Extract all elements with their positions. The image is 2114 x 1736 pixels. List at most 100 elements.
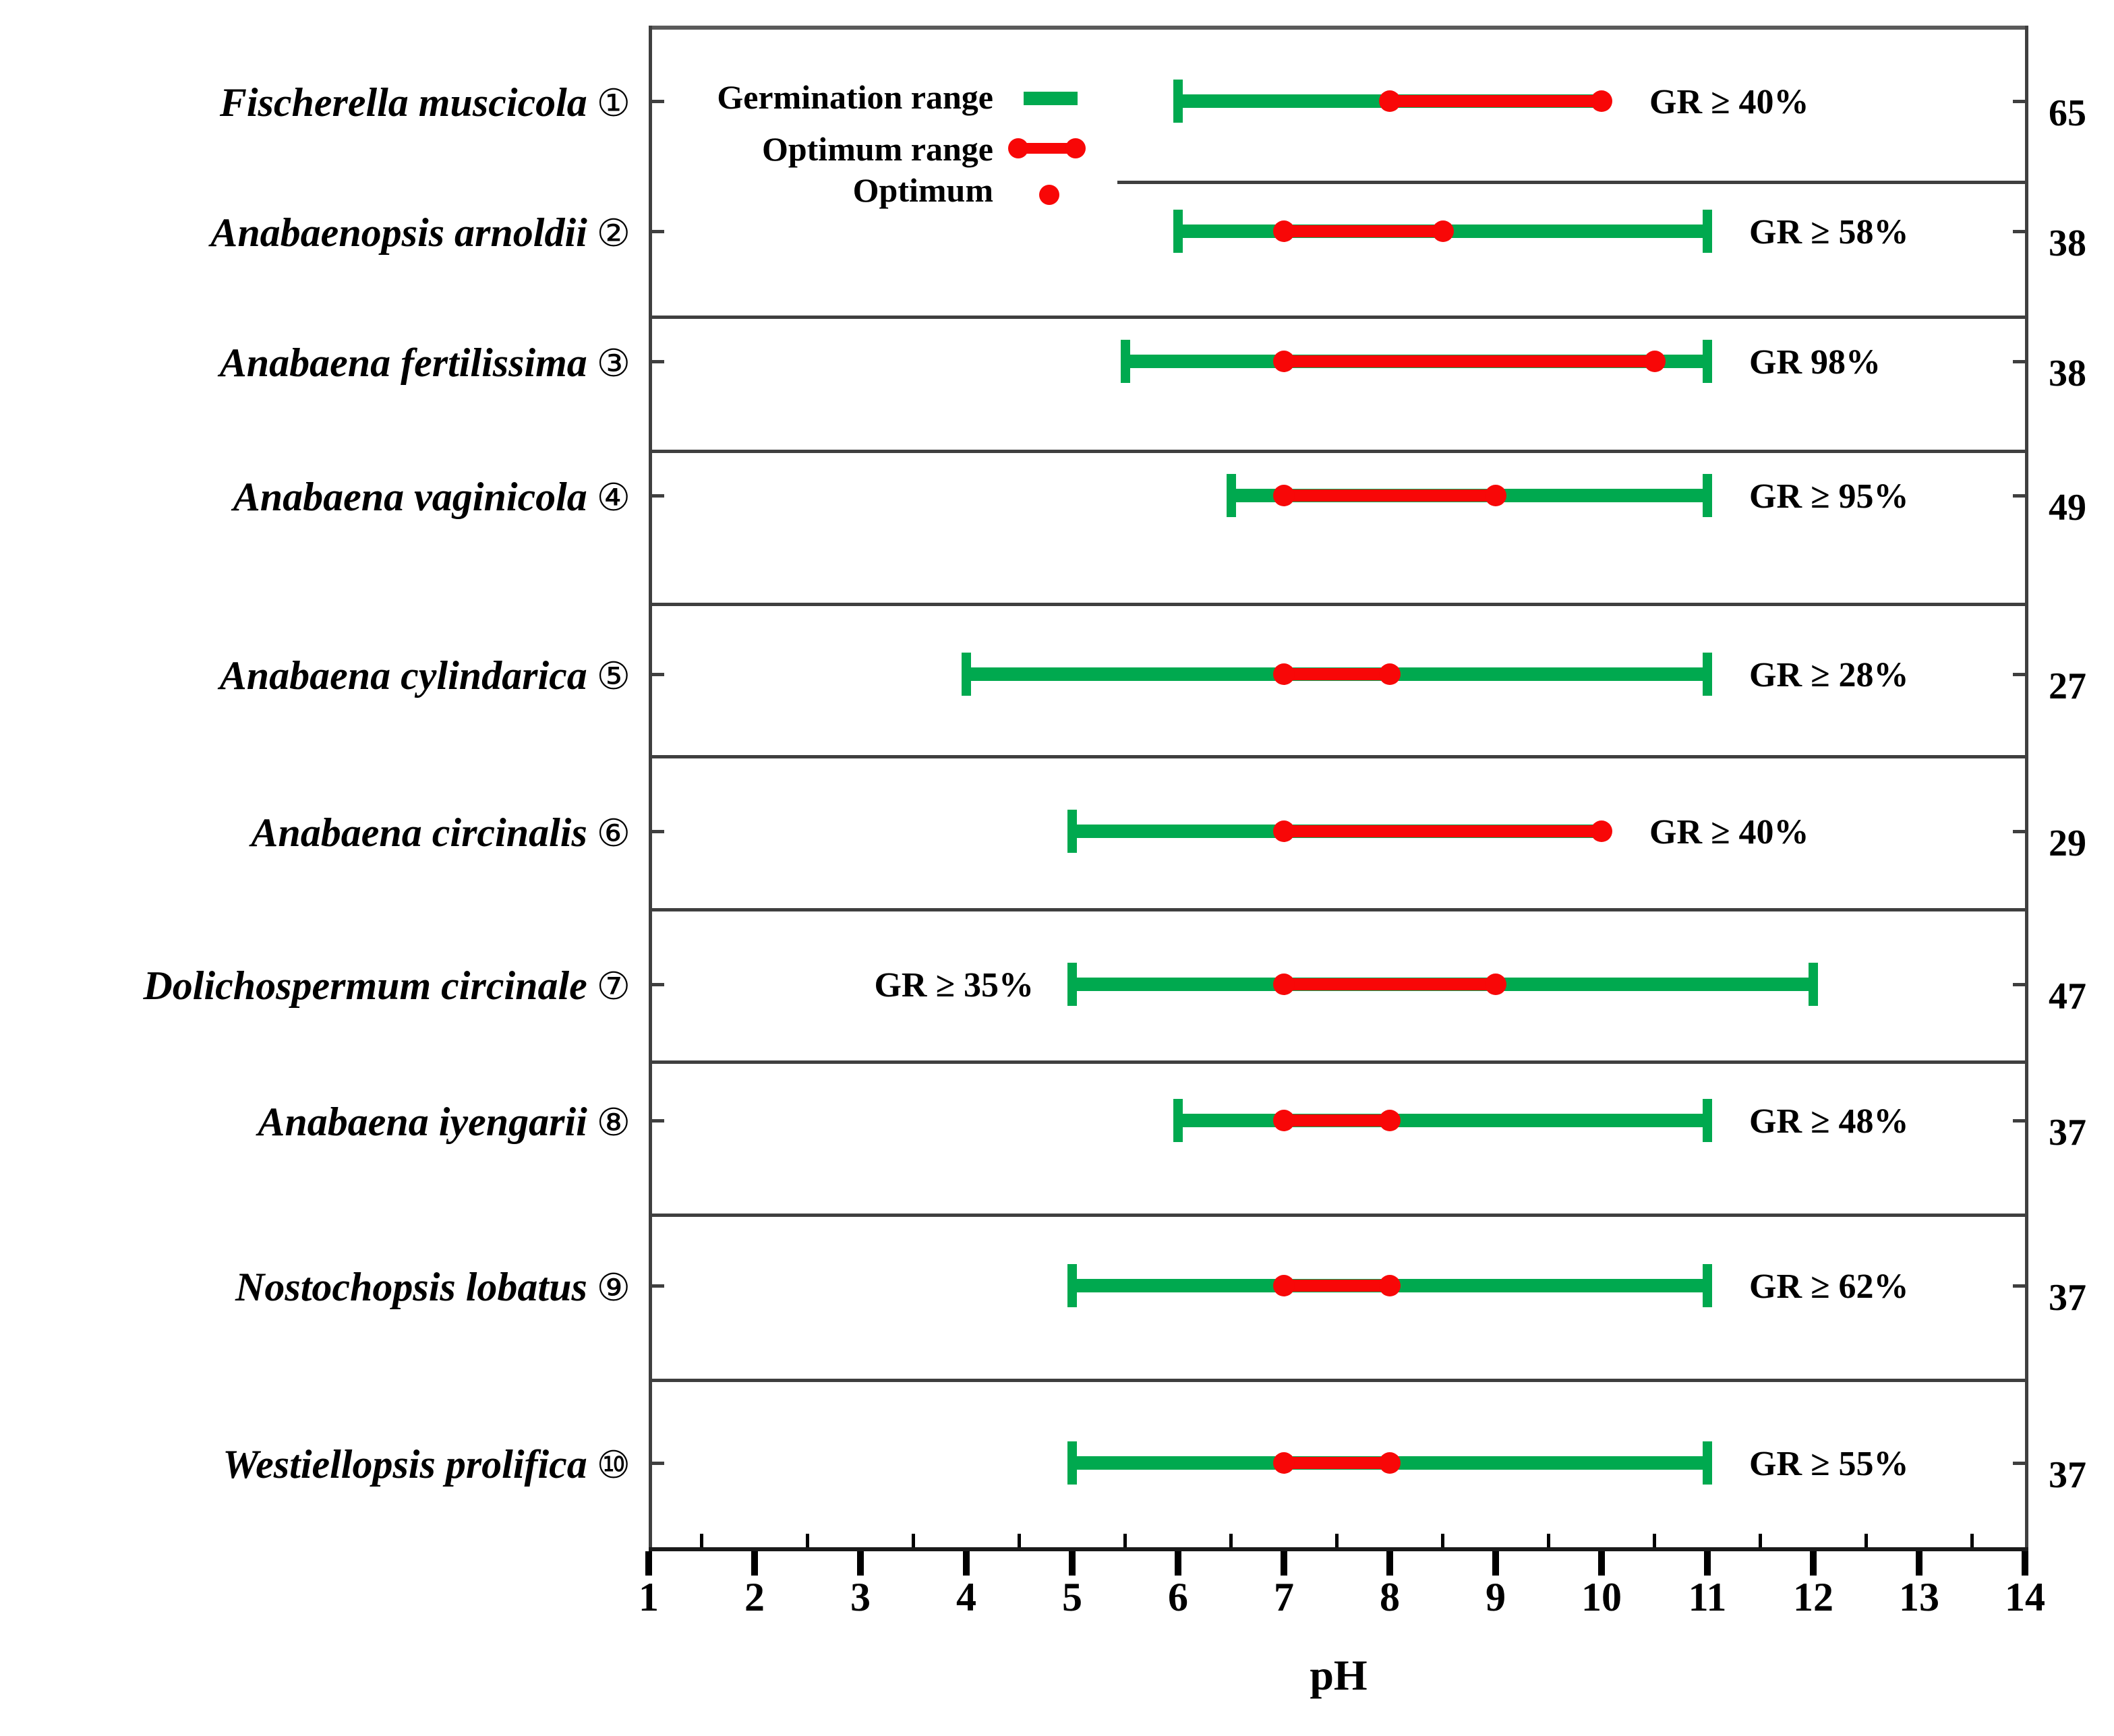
optimum-range-bar bbox=[1284, 355, 1655, 367]
optimum-range-right-dot bbox=[1432, 220, 1454, 242]
x-axis-minor-tick bbox=[1335, 1534, 1339, 1547]
optimum-range-bar bbox=[1284, 978, 1496, 990]
x-axis-tick-label: 4 bbox=[956, 1575, 976, 1619]
sample-count: 29 bbox=[2049, 822, 2086, 864]
x-axis-minor-tick bbox=[1123, 1534, 1127, 1547]
x-axis-tick-label: 13 bbox=[1899, 1575, 1939, 1619]
x-axis-major-tick bbox=[1386, 1551, 1393, 1576]
germination-range-left-cap bbox=[1067, 963, 1077, 1006]
germination-range-left-cap bbox=[1173, 1099, 1183, 1142]
row-divider bbox=[649, 908, 2028, 911]
species-label: Westiellopsis prolifica ⑩ bbox=[0, 1441, 630, 1488]
row-divider bbox=[649, 1060, 2028, 1064]
x-axis-minor-tick bbox=[1441, 1534, 1444, 1547]
plot-left-border bbox=[649, 26, 652, 1551]
x-axis-major-tick bbox=[2022, 1551, 2028, 1576]
germination-rate-label: GR ≥ 40% bbox=[1649, 813, 1809, 851]
sample-count: 38 bbox=[2049, 353, 2086, 394]
germination-range-right-cap bbox=[1703, 653, 1712, 696]
species-name: Anabaenopsis arnoldii bbox=[210, 210, 587, 255]
germination-range-right-cap bbox=[1703, 210, 1712, 253]
x-axis-tick-label: 7 bbox=[1274, 1575, 1294, 1619]
germination-range-right-cap bbox=[1703, 1099, 1712, 1142]
x-axis-minor-tick bbox=[1865, 1534, 1868, 1547]
left-border-row-tick bbox=[652, 360, 664, 363]
x-axis-major-tick bbox=[857, 1551, 864, 1576]
right-border-row-tick bbox=[2013, 1119, 2025, 1123]
x-axis-minor-tick bbox=[1018, 1534, 1021, 1547]
left-border-row-tick bbox=[652, 1284, 664, 1288]
sample-count: 27 bbox=[2049, 665, 2086, 707]
optimum-range-left-dot bbox=[1273, 1110, 1295, 1131]
x-axis-minor-tick bbox=[1653, 1534, 1656, 1547]
germination-range-right-cap bbox=[1703, 474, 1712, 517]
row-divider bbox=[649, 603, 2028, 606]
row-divider bbox=[649, 450, 2028, 453]
species-number-badge: ⑥ bbox=[596, 812, 630, 856]
x-axis-major-tick bbox=[751, 1551, 758, 1576]
optimum-range-left-dot bbox=[1273, 485, 1295, 506]
optimum-range-bar bbox=[1390, 95, 1602, 107]
x-axis-tick-label: 5 bbox=[1062, 1575, 1082, 1619]
species-label: Nostochopsis lobatus ⑨ bbox=[0, 1264, 630, 1311]
optimum-range-right-dot bbox=[1485, 485, 1506, 506]
left-border-row-tick bbox=[652, 983, 664, 986]
optimum-range-right-dot bbox=[1379, 1275, 1401, 1296]
x-axis-tick-label: 6 bbox=[1168, 1575, 1188, 1619]
right-border-row-tick bbox=[2013, 673, 2025, 676]
species-number-badge: ③ bbox=[596, 342, 630, 386]
sample-count: 49 bbox=[2049, 487, 2086, 529]
legend-label-optimum: Optimum bbox=[852, 171, 993, 209]
germination-rate-label: GR ≥ 95% bbox=[1749, 477, 1909, 516]
germination-range-left-cap bbox=[962, 653, 971, 696]
x-axis-tick-label: 9 bbox=[1486, 1575, 1506, 1619]
optimum-range-bar bbox=[1284, 225, 1443, 237]
optimum-range-swatch-dot-left-icon bbox=[1008, 138, 1028, 158]
right-border-row-tick bbox=[2013, 494, 2025, 498]
germination-range-left-cap bbox=[1173, 80, 1183, 123]
germination-range-right-cap bbox=[1703, 1264, 1712, 1307]
right-border-row-tick bbox=[2013, 1462, 2025, 1465]
x-axis-minor-tick bbox=[1229, 1534, 1233, 1547]
species-name: Anabaena circinalis bbox=[251, 810, 587, 855]
x-axis-minor-tick bbox=[1759, 1534, 1762, 1547]
species-label: Anabaena cylindarica ⑤ bbox=[0, 653, 630, 699]
x-axis-minor-tick bbox=[806, 1534, 809, 1547]
x-axis-major-tick bbox=[1492, 1551, 1499, 1576]
legend-label-optimum-range: Optimum range bbox=[761, 130, 993, 168]
left-border-row-tick bbox=[652, 673, 664, 676]
optimum-swatch-dot-icon bbox=[1039, 185, 1059, 205]
optimum-range-left-dot bbox=[1379, 90, 1401, 112]
optimum-range-bar bbox=[1284, 489, 1496, 502]
germination-range-left-cap bbox=[1067, 810, 1077, 853]
x-axis-major-tick bbox=[1810, 1551, 1817, 1576]
row-divider bbox=[649, 316, 2028, 319]
left-border-row-tick bbox=[652, 230, 664, 233]
x-axis-major-tick bbox=[1704, 1551, 1711, 1576]
x-axis-title: pH bbox=[1310, 1651, 1368, 1699]
x-axis-tick-label: 1 bbox=[639, 1575, 659, 1619]
species-name: Anabaena fertilissima bbox=[219, 340, 587, 385]
germination-rate-label: GR ≥ 48% bbox=[1749, 1102, 1909, 1141]
species-label: Anabaena circinalis ⑥ bbox=[0, 810, 630, 856]
species-number-badge: ⑧ bbox=[596, 1101, 630, 1145]
left-border-row-tick bbox=[652, 100, 664, 103]
right-border-row-tick bbox=[2013, 230, 2025, 233]
sample-count: 47 bbox=[2049, 976, 2086, 1017]
left-border-row-tick bbox=[652, 830, 664, 833]
right-border-row-tick bbox=[2013, 1284, 2025, 1288]
species-number-badge: ⑦ bbox=[596, 965, 630, 1009]
germination-rate-label: GR ≥ 58% bbox=[1749, 213, 1909, 251]
species-label: Fischerella muscicola ① bbox=[0, 80, 630, 126]
optimum-range-left-dot bbox=[1273, 1452, 1295, 1474]
optimum-range-bar bbox=[1284, 668, 1390, 680]
germination-rate-label: GR ≥ 28% bbox=[1749, 656, 1909, 694]
germination-rate-label: GR 98% bbox=[1749, 343, 1881, 382]
x-axis-line bbox=[649, 1547, 2028, 1551]
species-name: Fischerella muscicola bbox=[219, 80, 587, 125]
optimum-range-right-dot bbox=[1379, 1110, 1401, 1131]
species-label: Anabaena iyengarii ⑧ bbox=[0, 1099, 630, 1145]
legend-label-germination-range: Germination range bbox=[717, 78, 993, 116]
optimum-range-bar bbox=[1284, 1280, 1390, 1292]
optimum-range-right-dot bbox=[1591, 820, 1612, 842]
